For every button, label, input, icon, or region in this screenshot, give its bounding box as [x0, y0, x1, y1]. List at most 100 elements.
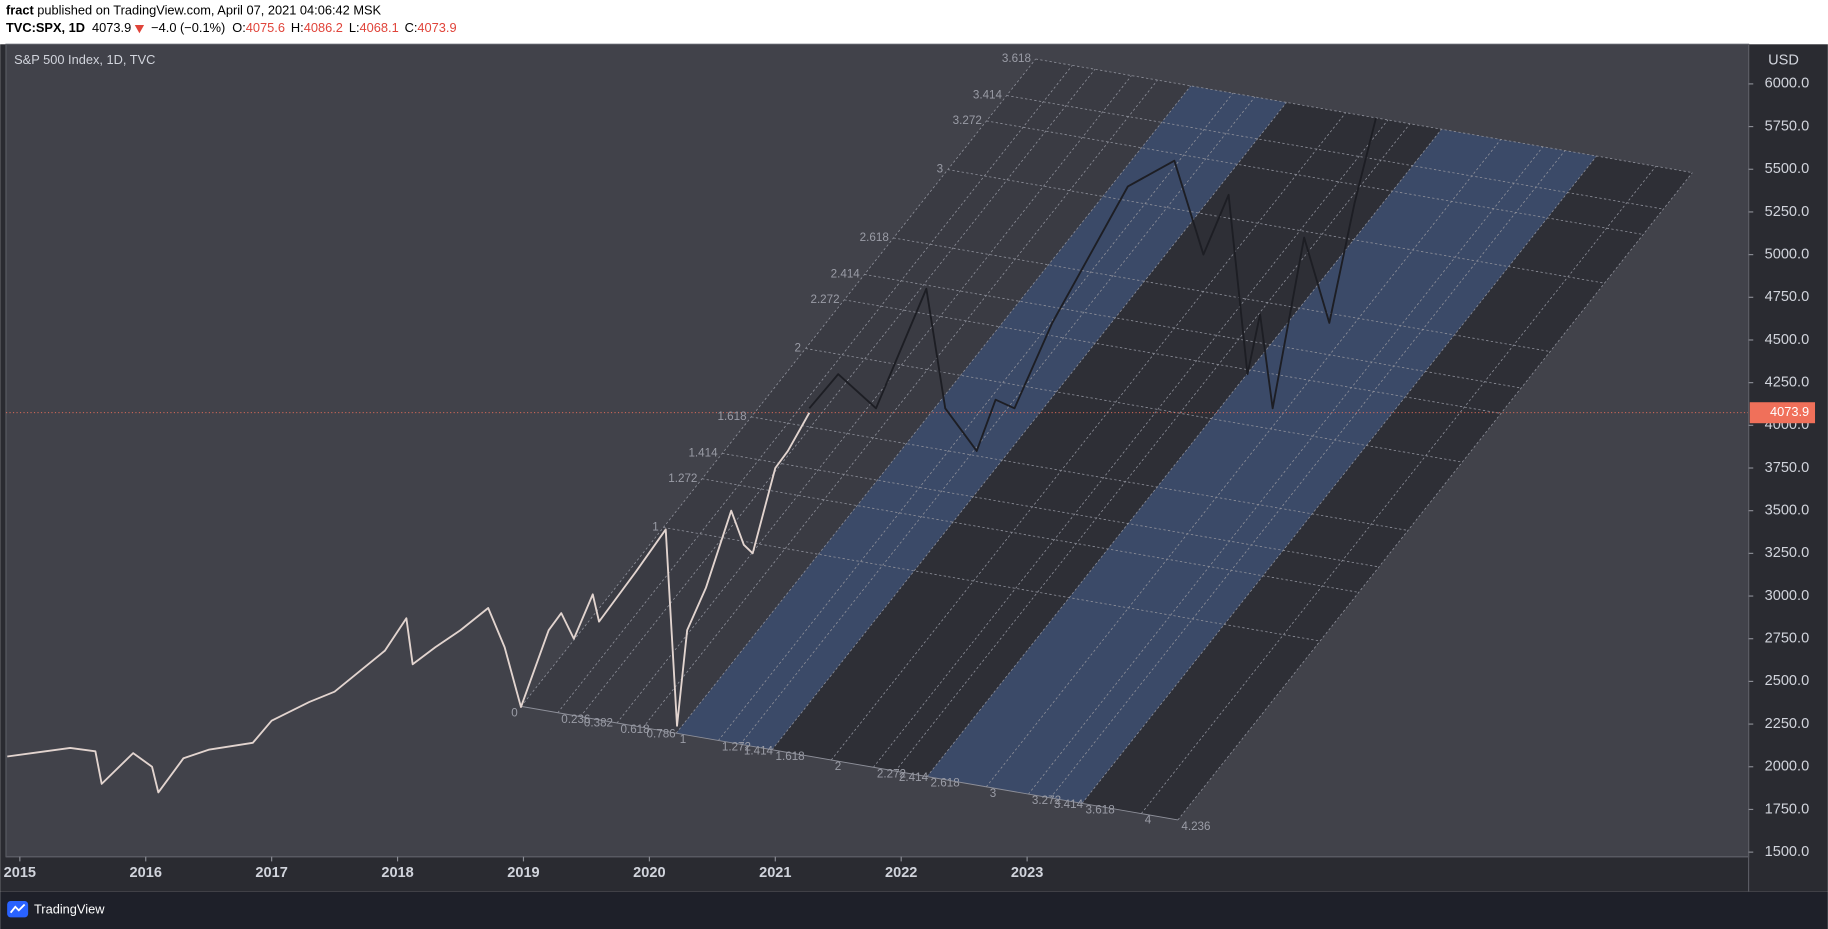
fib-band — [676, 85, 1287, 750]
fib-height-label: 2 — [794, 342, 800, 355]
symbol: TVC:SPX, 1D — [6, 21, 85, 36]
footer-bar — [0, 891, 1828, 929]
last-price-label: 4073.9 — [1770, 404, 1809, 419]
y-tick-label: 5250.0 — [1765, 204, 1810, 220]
fib-width-label: 3 — [990, 787, 996, 800]
fib-height-line — [1006, 95, 1664, 210]
fib-height-label: 1 — [652, 521, 658, 534]
fib-height-label: 2.618 — [860, 231, 889, 244]
fib-height-line — [702, 478, 1359, 593]
chart-title: S&P 500 Index, 1D, TVC — [14, 52, 155, 67]
x-tick-label: 2020 — [633, 865, 665, 881]
fib-height-label: 1.618 — [717, 410, 746, 423]
x-tick-label: 2022 — [885, 865, 917, 881]
fib-height-line — [947, 169, 1605, 284]
fib-width-label: 4 — [1145, 814, 1152, 827]
fib-height-label: 3.414 — [973, 89, 1003, 102]
fib-width-label: 4.236 — [1181, 820, 1210, 833]
fib-width-label: 0.236 — [561, 713, 590, 726]
y-tick-label: 4250.0 — [1765, 374, 1810, 390]
fib-width-label: 0.786 — [647, 728, 676, 741]
fib-height-line — [844, 299, 1502, 414]
fib-height-label: 1.272 — [668, 472, 697, 485]
y-tick-label: 2000.0 — [1765, 759, 1810, 775]
fib-height-line — [722, 452, 1380, 568]
x-tick-label: 2021 — [759, 865, 791, 881]
close: 4073.9 — [417, 21, 456, 36]
fib-width-label: 2.272 — [877, 767, 906, 780]
fib-width-label: 0 — [511, 706, 518, 719]
fib-width-label: 1 — [680, 733, 686, 746]
fib-width-label: 2.414 — [899, 771, 929, 784]
fib-height-label: 2.414 — [831, 268, 861, 281]
last-price-tag — [1749, 402, 1816, 424]
price-line — [808, 117, 1377, 452]
fib-channel — [520, 58, 1693, 821]
fib-band — [772, 102, 1442, 777]
y-tick-label: 5750.0 — [1765, 118, 1810, 134]
y-tick-label: 1500.0 — [1765, 844, 1810, 860]
y-tick-label: 5000.0 — [1765, 246, 1810, 262]
fib-height-label: 1.414 — [688, 446, 718, 459]
price-line — [7, 412, 811, 794]
published: published on TradingView.com, April 07, … — [37, 3, 381, 18]
x-tick-label: 2018 — [381, 865, 413, 881]
y-tick-label: 2750.0 — [1765, 631, 1810, 647]
change: −4.0 (−0.1%) — [151, 21, 225, 36]
y-tick-label: 2500.0 — [1765, 673, 1810, 689]
x-tick-label: 2023 — [1011, 865, 1043, 881]
low-label: L: — [349, 21, 360, 36]
high: 4086.2 — [304, 21, 343, 36]
fib-width-label: 1.414 — [744, 744, 774, 757]
fib-height-label: 3.272 — [953, 114, 982, 127]
fib-height-label: 3 — [937, 163, 943, 176]
brand: TradingView — [34, 902, 105, 917]
fib-height-line — [893, 237, 1551, 352]
fib-width-label: 3.618 — [1086, 803, 1115, 816]
symbol-line: TVC:SPX, 1D 4073.9 −4.0 (−0.1%) O:4075.6… — [6, 21, 457, 36]
y-tick-label: 3750.0 — [1765, 460, 1810, 476]
y-axis-label: USD — [1768, 52, 1799, 68]
brand-logo — [7, 901, 29, 918]
fib-width-label: 0.618 — [620, 723, 649, 736]
close-label: C: — [405, 21, 418, 36]
fib-height-line — [986, 120, 1644, 235]
fib-width-label: 1.272 — [722, 741, 751, 754]
fib-width-label: 1.618 — [776, 750, 805, 763]
author: fract — [6, 3, 35, 18]
header-bar — [0, 0, 1828, 45]
x-tick-label: 2019 — [507, 865, 539, 881]
fib-band — [927, 129, 1597, 804]
x-tick-label: 2016 — [130, 865, 162, 881]
fib-width-label: 2 — [835, 760, 841, 773]
down-arrow — [134, 25, 145, 34]
y-tick-label: 2250.0 — [1765, 716, 1810, 732]
fib-width-label: 3.272 — [1032, 794, 1061, 807]
y-tick-label: 3500.0 — [1765, 503, 1810, 519]
fib-height-label: 3.618 — [1002, 52, 1031, 65]
y-tick-label: 3250.0 — [1765, 545, 1810, 561]
y-tick-label: 3000.0 — [1765, 588, 1810, 604]
fib-height-line — [805, 348, 1463, 463]
fib-height-line — [864, 274, 1522, 389]
y-tick-label: 4750.0 — [1765, 289, 1810, 305]
open: 4075.6 — [246, 21, 285, 36]
y-tick-label: 5500.0 — [1765, 161, 1810, 177]
fib-height-label: 2.272 — [810, 293, 839, 306]
fib-height-line — [751, 416, 1409, 531]
x-tick-label: 2015 — [4, 865, 36, 881]
series-layer — [5, 117, 1749, 794]
x-tick-label: 2017 — [255, 865, 287, 881]
fib-height-line — [1035, 58, 1693, 173]
fib-band — [1082, 156, 1693, 820]
y-tick-label: 6000.0 — [1765, 76, 1810, 92]
fib-band — [521, 59, 1191, 734]
fib-height-line — [663, 527, 1321, 642]
fib-width-label: 3.414 — [1054, 798, 1084, 811]
high-label: H: — [291, 21, 304, 36]
fib-width-label: 0.382 — [584, 717, 613, 730]
header-line: fract published on TradingView.com, Apri… — [6, 3, 382, 18]
open-label: O: — [232, 21, 246, 36]
y-tick-label: 4500.0 — [1765, 332, 1810, 348]
